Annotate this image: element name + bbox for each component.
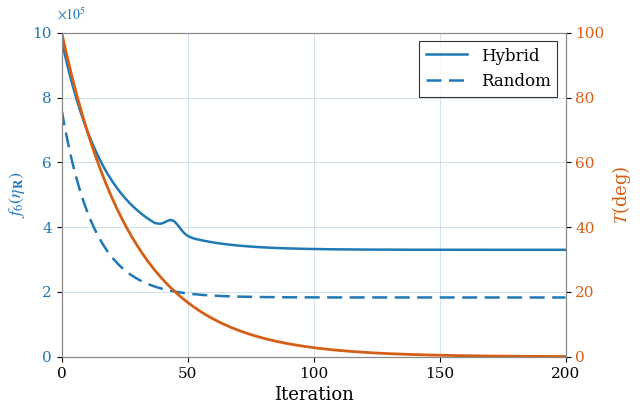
Random xyxy=(242,294,250,299)
Hybrid xyxy=(60,50,68,55)
Text: $\times 10^5$: $\times 10^5$ xyxy=(57,7,86,23)
Y-axis label: $T$(deg): $T$(deg) xyxy=(610,166,633,224)
X-axis label: Iteration: Iteration xyxy=(274,386,353,404)
Hybrid xyxy=(58,38,65,43)
Legend: Hybrid, Random: Hybrid, Random xyxy=(419,41,557,97)
Hybrid xyxy=(562,247,570,252)
Random xyxy=(330,295,338,300)
Random xyxy=(60,122,68,127)
Line: Random: Random xyxy=(61,111,566,298)
Hybrid xyxy=(519,247,527,252)
Random xyxy=(103,248,111,253)
Line: Hybrid: Hybrid xyxy=(61,41,566,250)
Hybrid xyxy=(242,244,250,249)
Hybrid xyxy=(330,247,338,252)
Hybrid xyxy=(103,171,111,175)
Y-axis label: $f_6(\eta_{\mathbf{R}})$: $f_6(\eta_{\mathbf{R}})$ xyxy=(7,171,27,218)
Random xyxy=(58,108,65,113)
Random xyxy=(562,295,570,300)
Random xyxy=(269,295,277,300)
Random xyxy=(519,295,527,300)
Hybrid xyxy=(269,245,277,250)
